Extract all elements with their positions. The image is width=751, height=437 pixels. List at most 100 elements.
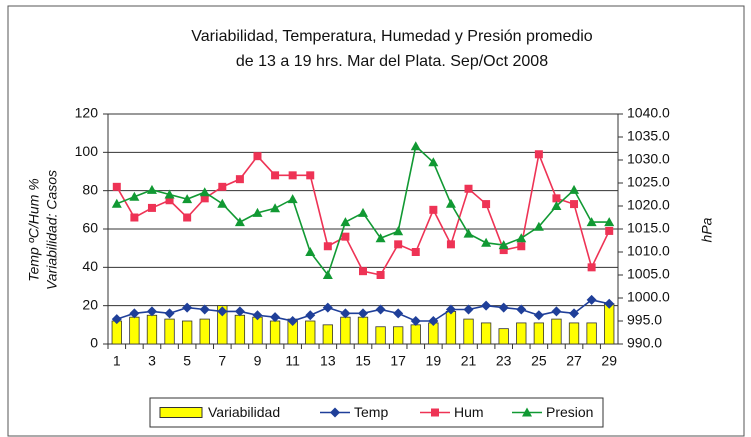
marker <box>516 304 527 315</box>
bar <box>393 326 404 345</box>
y-tick-label: 120 <box>75 105 99 121</box>
legend-label: Variabilidad <box>208 404 280 420</box>
marker <box>322 302 333 313</box>
x-tick-label: 3 <box>148 353 156 369</box>
chart-subtitle: de 13 a 19 hrs. Mar del Plata. Sep/Oct 2… <box>236 53 548 70</box>
marker <box>271 171 280 180</box>
marker <box>234 217 245 227</box>
y-tick-label: 0 <box>90 335 98 351</box>
bar <box>217 305 228 345</box>
bar <box>375 326 386 345</box>
marker <box>340 308 351 319</box>
x-tick-label: 23 <box>496 353 512 369</box>
y2-axis-label: hPa <box>699 217 715 242</box>
marker <box>217 198 228 208</box>
marker <box>218 182 227 191</box>
marker <box>146 306 157 317</box>
bar <box>199 318 210 345</box>
x-tick-label: 29 <box>601 353 617 369</box>
y2-tick-label: 1030.0 <box>627 151 670 167</box>
marker <box>604 298 615 309</box>
bar <box>146 314 158 345</box>
marker <box>552 194 561 203</box>
y-axis-label: Variabilidad: Casos <box>44 170 60 290</box>
marker <box>393 226 404 236</box>
x-tick-label: 27 <box>566 353 582 369</box>
marker <box>111 198 122 208</box>
marker <box>464 184 473 193</box>
y-tick-label: 60 <box>82 220 98 236</box>
x-tick-label: 9 <box>254 353 262 369</box>
y2-tick-label: 1000.0 <box>627 289 670 305</box>
marker <box>394 240 403 249</box>
marker <box>533 221 544 231</box>
y2-tick-label: 1025.0 <box>627 174 670 190</box>
marker <box>586 217 597 227</box>
marker <box>375 304 386 315</box>
y2-tick-label: 1020.0 <box>627 197 670 213</box>
marker <box>322 270 333 279</box>
marker <box>446 240 455 249</box>
marker <box>393 308 404 319</box>
marker <box>147 203 156 212</box>
legend-swatch <box>159 407 203 418</box>
marker <box>463 228 474 238</box>
marker <box>270 312 281 323</box>
bar <box>445 311 457 345</box>
marker <box>445 304 456 315</box>
marker <box>358 308 368 319</box>
y2-tick-label: 1035.0 <box>627 128 670 144</box>
legend-label: Hum <box>454 404 484 420</box>
marker <box>410 316 421 326</box>
marker <box>146 184 157 194</box>
bar <box>568 322 580 345</box>
marker <box>569 184 580 194</box>
marker <box>604 217 615 227</box>
marker <box>534 150 543 159</box>
marker <box>570 200 579 209</box>
marker <box>587 263 596 272</box>
x-tick-label: 1 <box>113 353 121 369</box>
marker <box>129 191 140 201</box>
bar <box>340 316 351 345</box>
marker <box>252 207 263 217</box>
marker <box>428 316 439 326</box>
bar <box>498 328 509 345</box>
y2-tick-label: 1005.0 <box>627 266 670 282</box>
bar <box>234 314 246 345</box>
bar <box>410 324 421 345</box>
marker <box>481 300 492 311</box>
marker <box>330 407 340 418</box>
marker <box>130 213 139 222</box>
bar <box>516 322 527 345</box>
bar <box>305 320 316 345</box>
bar <box>129 316 140 345</box>
marker <box>482 200 491 209</box>
marker <box>359 267 367 276</box>
x-tick-label: 21 <box>461 353 477 369</box>
x-tick-label: 11 <box>285 353 300 369</box>
marker <box>199 304 210 315</box>
y-axis-label: Temp ºC/Hum % <box>26 178 42 281</box>
marker <box>341 232 350 241</box>
marker <box>288 171 297 180</box>
bar <box>533 322 545 345</box>
marker <box>411 248 420 256</box>
marker <box>323 242 332 251</box>
marker <box>112 182 121 191</box>
bar <box>181 320 193 345</box>
marker <box>551 201 562 210</box>
marker <box>516 233 527 243</box>
y2-tick-label: 1040.0 <box>627 105 670 121</box>
marker <box>182 302 193 313</box>
marker <box>252 310 263 321</box>
marker <box>287 316 298 326</box>
marker <box>164 189 175 199</box>
marker <box>481 237 492 247</box>
marker <box>287 194 298 204</box>
y2-tick-label: 990.0 <box>627 335 662 351</box>
marker <box>551 306 562 317</box>
marker <box>375 233 386 243</box>
x-tick-label: 7 <box>218 353 226 369</box>
marker <box>340 217 351 227</box>
